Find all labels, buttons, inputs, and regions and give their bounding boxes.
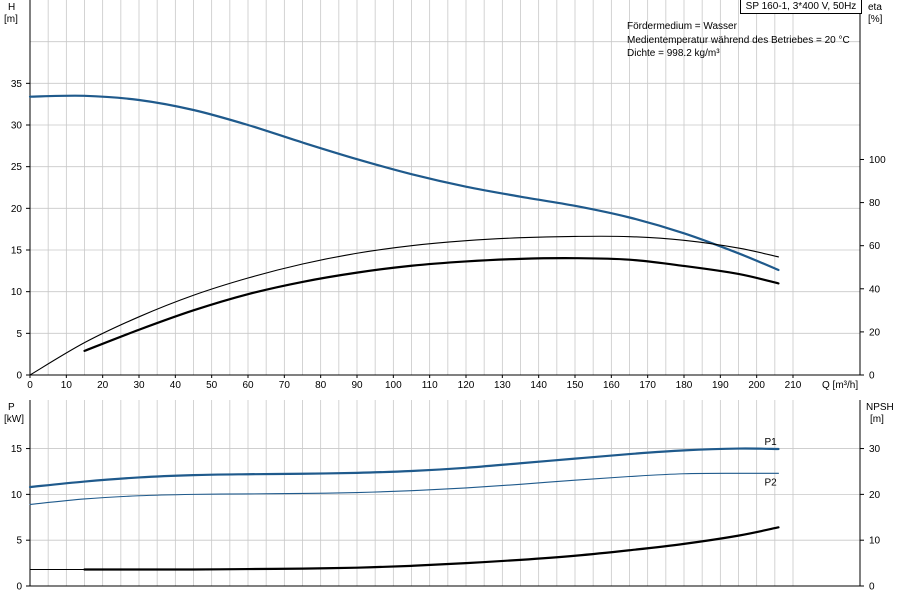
series-line-P1 bbox=[28, 447, 780, 489]
right-axis-unit: [m] bbox=[870, 414, 884, 425]
left-axis-unit: [kW] bbox=[4, 414, 24, 425]
x-tick-label: 200 bbox=[748, 380, 765, 391]
left-tick-label: 0 bbox=[16, 371, 22, 382]
right-tick-label: 20 bbox=[869, 490, 881, 501]
density-text: Dichte = 998.2 kg/m³ bbox=[627, 48, 720, 59]
x-tick-label: 50 bbox=[206, 380, 218, 391]
left-tick-label: 0 bbox=[16, 582, 22, 593]
right-tick-label: 20 bbox=[869, 327, 881, 338]
x-tick-label: 40 bbox=[170, 380, 182, 391]
temperature-text: Medientemperatur während des Betriebes =… bbox=[627, 35, 850, 46]
right-tick-label: 30 bbox=[869, 444, 881, 455]
x-tick-label: 150 bbox=[567, 380, 584, 391]
x-tick-label: 120 bbox=[458, 380, 475, 391]
right-axis-title: eta bbox=[868, 2, 882, 13]
x-tick-label: 70 bbox=[279, 380, 291, 391]
x-tick-label: 100 bbox=[385, 380, 402, 391]
medium-text: Fördermedium = Wasser bbox=[627, 21, 737, 32]
left-tick-label: 15 bbox=[11, 246, 23, 257]
right-tick-label: 0 bbox=[869, 371, 875, 382]
right-tick-label: 80 bbox=[869, 198, 881, 209]
left-tick-label: 5 bbox=[16, 536, 22, 547]
right-tick-label: 10 bbox=[869, 536, 881, 547]
left-tick-label: 25 bbox=[11, 162, 23, 173]
x-tick-label: 140 bbox=[530, 380, 547, 391]
left-tick-label: 35 bbox=[11, 79, 23, 90]
x-axis-title: Q [m³/h] bbox=[822, 380, 858, 391]
left-tick-label: 15 bbox=[11, 444, 23, 455]
left-axis-title: H bbox=[8, 2, 15, 13]
series-label-P1: P1 bbox=[764, 437, 777, 448]
x-tick-label: 110 bbox=[422, 380, 438, 391]
left-axis-unit: [m] bbox=[4, 14, 18, 25]
right-tick-label: 100 bbox=[869, 155, 886, 166]
series-line-P2 bbox=[29, 472, 780, 505]
x-tick-label: 170 bbox=[639, 380, 656, 391]
series-line-head bbox=[28, 94, 780, 272]
left-axis-title: P bbox=[8, 402, 15, 413]
right-tick-label: 40 bbox=[869, 284, 881, 295]
x-tick-label: 130 bbox=[494, 380, 511, 391]
x-tick-label: 160 bbox=[603, 380, 620, 391]
right-tick-label: 0 bbox=[869, 582, 875, 593]
right-axis-unit: [%] bbox=[868, 14, 883, 25]
x-tick-label: 60 bbox=[242, 380, 254, 391]
x-tick-label: 190 bbox=[712, 380, 729, 391]
series-line-eta-thin bbox=[29, 235, 780, 376]
x-tick-label: 30 bbox=[133, 380, 145, 391]
series-line-npsh bbox=[83, 526, 780, 571]
x-tick-label: 0 bbox=[27, 380, 33, 391]
left-tick-label: 10 bbox=[11, 287, 23, 298]
x-tick-label: 180 bbox=[676, 380, 693, 391]
x-tick-label: 80 bbox=[315, 380, 327, 391]
x-tick-label: 210 bbox=[785, 380, 802, 391]
left-tick-label: 5 bbox=[16, 329, 22, 340]
left-tick-label: 30 bbox=[11, 121, 23, 132]
model-label: SP 160-1, 3*400 V, 50Hz bbox=[740, 0, 862, 14]
x-tick-label: 90 bbox=[351, 380, 363, 391]
right-axis-title: NPSH bbox=[866, 402, 894, 413]
x-tick-label: 20 bbox=[97, 380, 109, 391]
x-tick-label: 10 bbox=[61, 380, 73, 391]
series-label-P2: P2 bbox=[764, 477, 777, 488]
series-line-eta-thick bbox=[83, 257, 780, 352]
left-tick-label: 20 bbox=[11, 204, 23, 215]
left-tick-label: 10 bbox=[11, 490, 23, 501]
right-tick-label: 60 bbox=[869, 241, 881, 252]
